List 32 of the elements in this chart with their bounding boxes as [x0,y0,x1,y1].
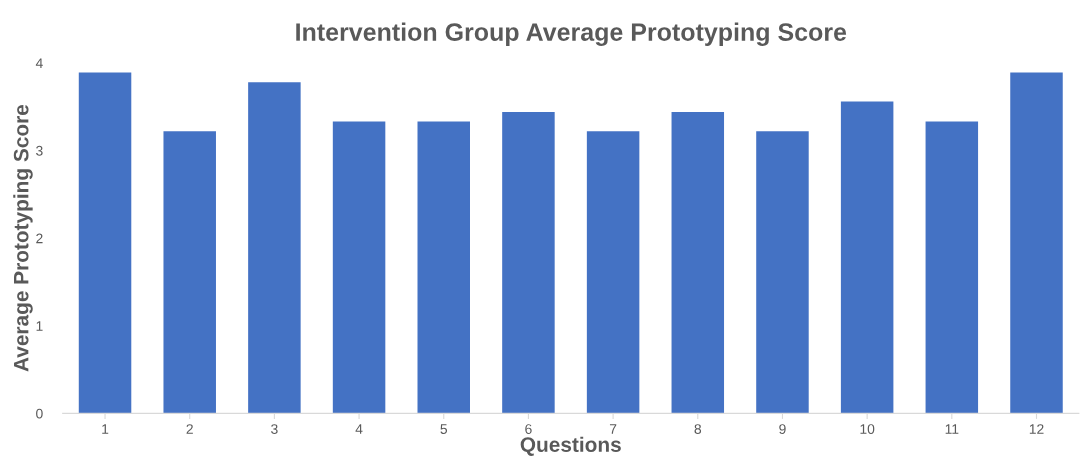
x-tick-label: 7 [609,424,617,434]
bar [840,101,894,414]
x-tick-label: 2 [186,424,193,434]
x-tick-label: 5 [440,424,448,434]
x-tick-label: 6 [525,424,532,434]
bar [671,111,725,414]
bar [78,72,132,414]
chart-title: Intervention Group Average Prototyping Score [296,22,847,46]
x-tick-label: 8 [694,424,702,434]
bar [925,121,979,414]
x-tick-label: 12 [1029,424,1044,434]
bar [756,131,809,414]
bar [163,131,216,414]
bar [502,111,555,414]
bar [586,131,640,414]
y-tick-label: 2 [36,233,43,244]
x-tick-label: 1 [102,424,109,434]
x-tick-label: 11 [945,424,959,434]
y-tick-label: 3 [36,145,43,156]
y-tick-label: 1 [36,321,43,331]
bar [332,121,386,414]
x-axis-title: Questions [520,436,621,456]
x-tick-label: 3 [271,424,278,434]
x-tick-label: 9 [779,424,786,434]
y-tick-label: 0 [36,408,43,419]
x-tick-label: 4 [355,424,363,434]
bar [1010,72,1063,414]
bar [417,121,470,414]
bar [248,82,301,414]
y-tick-label: 4 [35,58,43,68]
y-axis-title: Average Prototyping Score [13,104,33,372]
x-tick-label: 10 [860,424,875,434]
